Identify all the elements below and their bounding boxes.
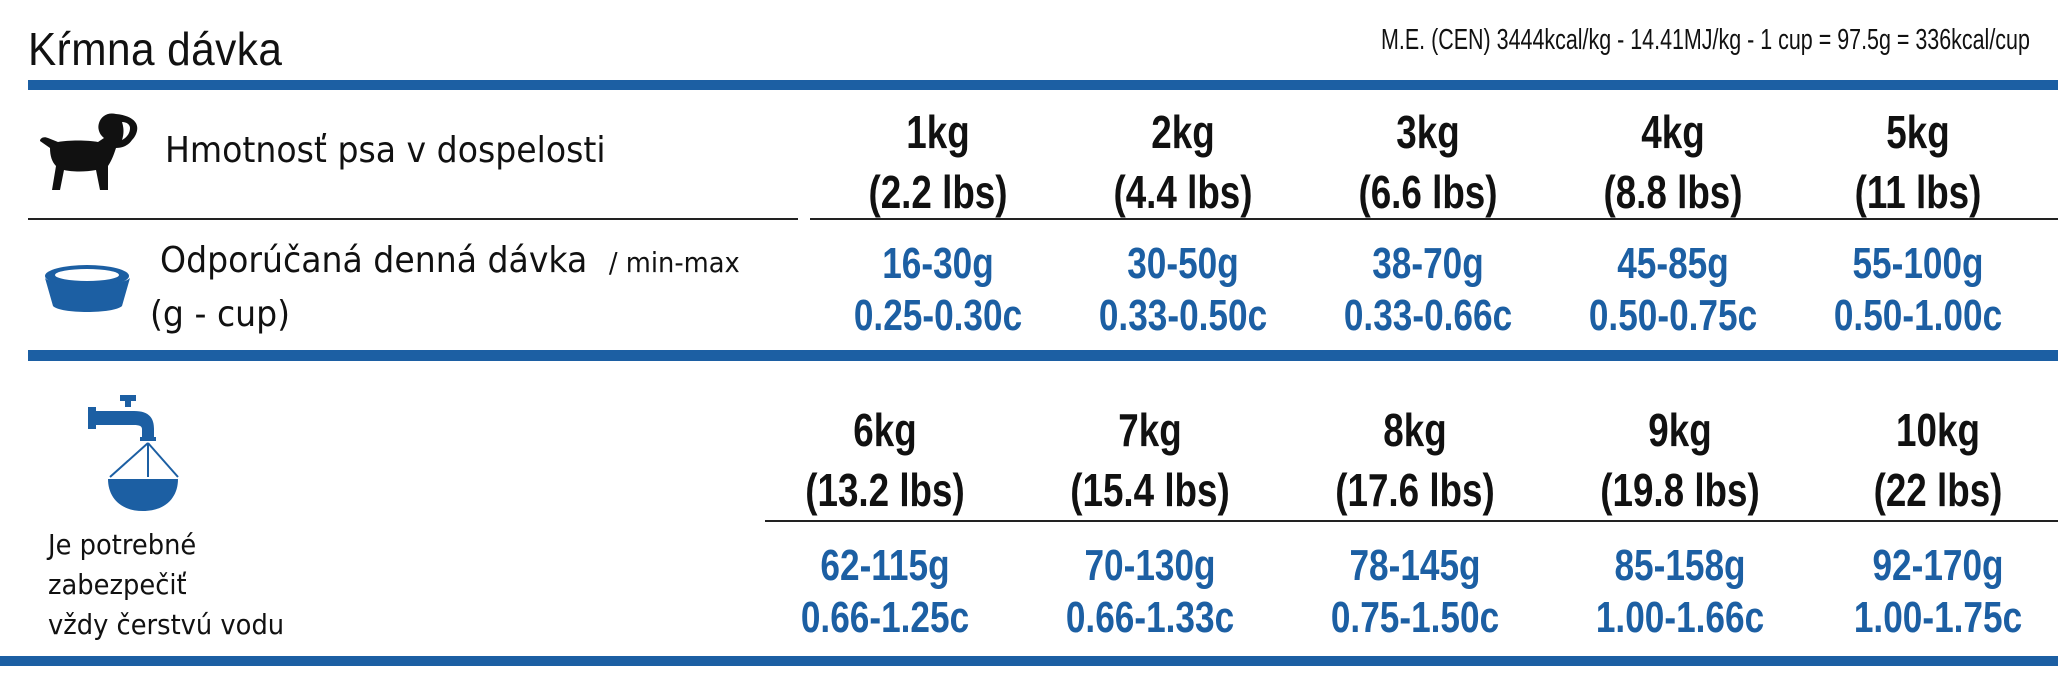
weight-kg: 8kg [1383,404,1447,456]
dose-grams: 62-115g [820,541,950,590]
weight-lbs: (17.6 lbs) [1335,464,1495,516]
dose-cups: 0.66-1.33c [1065,593,1235,642]
bottom-divider-bar [0,656,2058,666]
weight-cell: 5kg (11 lbs) [1798,102,2038,222]
dose-cell: 85-158g 1.00-1.66c [1560,540,1800,644]
dose-cell: 16-30g 0.25-0.30c [818,238,1058,342]
dose-cell: 92-170g 1.00-1.75c [1818,540,2058,644]
weight-lbs: (11 lbs) [1854,166,1982,218]
middle-divider-bar [28,350,2058,361]
water-tap-icon [88,395,179,511]
dose-label-suffix: / min-max [608,246,740,279]
dose-cups: 0.75-1.50c [1330,593,1500,642]
weight-lbs: (4.4 lbs) [1113,166,1253,218]
row-rule-left [28,218,798,220]
weight-kg: 7kg [1118,404,1182,456]
weight-cell: 2kg (4.4 lbs) [1063,102,1303,222]
row-rule-bottom [765,520,2058,522]
dose-grams: 85-158g [1614,541,1746,590]
weight-kg: 10kg [1896,404,1980,456]
weight-lbs: (8.8 lbs) [1603,166,1743,218]
dose-cups: 0.50-1.00c [1833,291,2003,340]
weight-kg: 5kg [1886,106,1950,158]
dose-grams: 70-130g [1084,541,1216,590]
weight-lbs: (19.8 lbs) [1600,464,1760,516]
dose-cell: 78-145g 0.75-1.50c [1295,540,1535,644]
dose-cell: 70-130g 0.66-1.33c [1030,540,1270,644]
dose-cups: 0.33-0.50c [1098,291,1268,340]
dose-grams: 16-30g [882,239,994,288]
dog-icon [40,113,138,190]
weight-kg: 2kg [1151,106,1215,158]
weight-lbs: (6.6 lbs) [1358,166,1498,218]
dose-cups: 1.00-1.75c [1853,593,2023,642]
dose-grams: 92-170g [1872,541,2004,590]
dose-cell: 55-100g 0.50-1.00c [1798,238,2038,342]
weight-lbs: (13.2 lbs) [805,464,965,516]
water-note-line: zabezpečiť [48,568,187,601]
dose-cell: 30-50g 0.33-0.50c [1063,238,1303,342]
weight-cell: 3kg (6.6 lbs) [1308,102,1548,222]
top-divider-bar [28,80,2058,90]
water-note: Je potrebné zabezpečiť vždy čerstvú vodu [48,525,284,645]
weight-cell: 1kg (2.2 lbs) [818,102,1058,222]
dose-cups: 0.25-0.30c [853,291,1023,340]
weight-cell: 9kg (19.8 lbs) [1560,400,1800,520]
dose-units-label: (g - cup) [150,294,291,335]
dose-grams: 78-145g [1349,541,1481,590]
water-note-line: vždy čerstvú vodu [48,608,285,641]
weight-kg: 1kg [906,106,970,158]
dose-cups: 0.33-0.66c [1343,291,1513,340]
dose-row-label: Odporúčaná denná dávka / min-max [160,240,740,281]
weight-kg: 4kg [1641,106,1705,158]
weight-cell: 8kg (17.6 lbs) [1295,400,1535,520]
row-rule-right [810,218,2058,220]
weight-kg: 6kg [853,404,917,456]
dose-cell: 38-70g 0.33-0.66c [1308,238,1548,342]
weight-kg: 3kg [1396,106,1460,158]
dose-cups: 0.66-1.25c [800,593,970,642]
weight-kg: 9kg [1648,404,1712,456]
weight-lbs: (2.2 lbs) [868,166,1008,218]
weight-lbs: (22 lbs) [1873,464,2003,516]
weight-cell: 7kg (15.4 lbs) [1030,400,1270,520]
weight-row-label: Hmotnosť psa v dospelosti [165,130,606,171]
dose-cell: 62-115g 0.66-1.25c [765,540,1005,644]
dose-grams: 55-100g [1852,239,1984,288]
dose-grams: 30-50g [1127,239,1239,288]
weight-cell: 6kg (13.2 lbs) [765,400,1005,520]
weight-cell: 10kg (22 lbs) [1818,400,2058,520]
energy-note: M.E. (CEN) 3444kcal/kg - 14.41MJ/kg - 1 … [1381,24,2030,56]
dose-cups: 0.50-0.75c [1588,291,1758,340]
dose-grams: 38-70g [1372,239,1484,288]
weight-cell: 4kg (8.8 lbs) [1553,102,1793,222]
food-bowl-icon [45,265,130,312]
dose-cell: 45-85g 0.50-0.75c [1553,238,1793,342]
water-note-line: Je potrebné [48,528,197,561]
page-title: Kŕmna dávka [28,23,283,75]
dose-cups: 1.00-1.66c [1595,593,1765,642]
weight-lbs: (15.4 lbs) [1070,464,1230,516]
dose-label-text: Odporúčaná denná dávka [160,240,588,281]
dose-grams: 45-85g [1617,239,1729,288]
